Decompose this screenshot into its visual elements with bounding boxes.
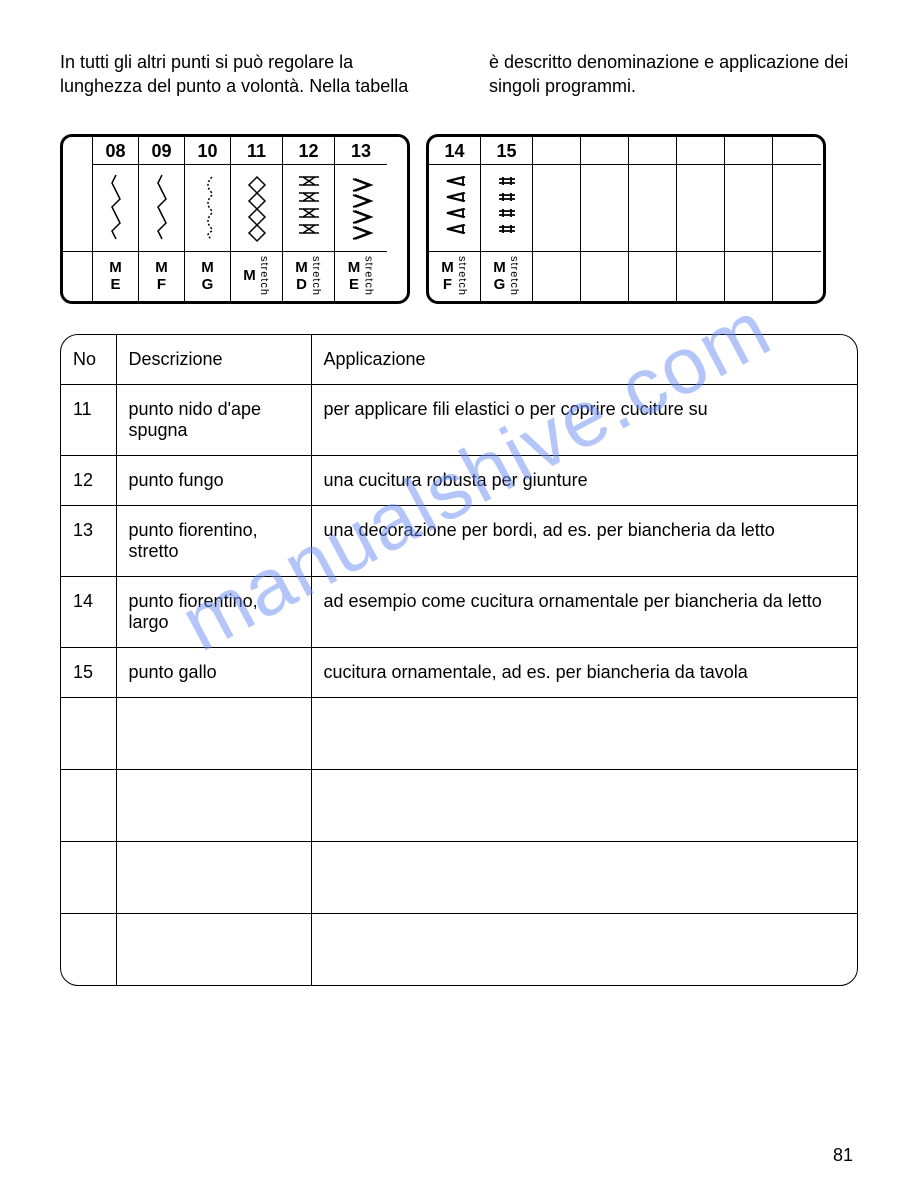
stitch-column: 12 MDstretch xyxy=(283,137,335,301)
stitch-icon xyxy=(139,165,184,251)
main-table: No Descrizione Applicazione 11punto nido… xyxy=(60,334,858,987)
stitch-icon xyxy=(335,165,387,251)
stitch-column: 09 MF xyxy=(139,137,185,301)
stitch-column: 15 MGstretch xyxy=(481,137,533,301)
stitch-number: 10 xyxy=(185,137,230,165)
cell-no: 12 xyxy=(61,455,116,505)
cell-app: una cucitura robusta per giunture xyxy=(311,455,857,505)
intro-right: è descritto denominazione e applicazione… xyxy=(489,50,858,99)
table-row-empty xyxy=(61,769,857,841)
stitch-settings: MDstretch xyxy=(283,251,334,301)
stitch-number: 13 xyxy=(335,137,387,165)
table-row: 15punto gallocucitura ornamentale, ad es… xyxy=(61,647,857,697)
stitch-icon xyxy=(185,165,230,251)
stitch-settings: MF xyxy=(139,251,184,301)
stitch-icon xyxy=(481,165,532,251)
stitch-icon xyxy=(283,165,334,251)
stitch-column xyxy=(725,137,773,301)
cell-desc: punto nido d'ape spugna xyxy=(116,384,311,455)
table-row: 14punto fiorentino, largoad esempio come… xyxy=(61,576,857,647)
stitch-settings: ME xyxy=(93,251,138,301)
cell-desc: punto fungo xyxy=(116,455,311,505)
stitch-column: 11 Mstretch xyxy=(231,137,283,301)
stitch-number: 15 xyxy=(481,137,532,165)
stitch-icon xyxy=(93,165,138,251)
stitch-settings: MG xyxy=(185,251,230,301)
cell-desc: punto fiorentino, largo xyxy=(116,576,311,647)
stitch-column: 14 MFstretch xyxy=(429,137,481,301)
table-row-empty xyxy=(61,841,857,913)
header-no: No xyxy=(61,335,116,385)
stitch-column xyxy=(773,137,821,301)
stitch-number: 12 xyxy=(283,137,334,165)
stitch-icon xyxy=(231,165,282,251)
cell-no: 15 xyxy=(61,647,116,697)
table-header-row: No Descrizione Applicazione xyxy=(61,335,857,385)
stitch-column xyxy=(581,137,629,301)
stitch-number: 14 xyxy=(429,137,480,165)
stitch-column: 08 ME xyxy=(93,137,139,301)
stitch-column xyxy=(63,137,93,301)
cell-app: per applicare fili elastici o per coprir… xyxy=(311,384,857,455)
stitch-settings: MGstretch xyxy=(481,251,532,301)
header-desc: Descrizione xyxy=(116,335,311,385)
table-row-empty xyxy=(61,697,857,769)
cell-desc: punto gallo xyxy=(116,647,311,697)
cell-no: 13 xyxy=(61,505,116,576)
stitch-panels: 08 ME 09 MF 10 MG 11 Mstretch 12 MDstretch 13 MEstr… xyxy=(60,134,858,304)
cell-no: 14 xyxy=(61,576,116,647)
table-row-empty xyxy=(61,913,857,985)
table-row: 11punto nido d'ape spugnaper applicare f… xyxy=(61,384,857,455)
cell-app: cucitura ornamentale, ad es. per bianche… xyxy=(311,647,857,697)
page-number: 81 xyxy=(833,1145,853,1166)
stitch-number: 11 xyxy=(231,137,282,165)
stitch-column xyxy=(629,137,677,301)
stitch-column: 13 MEstretch xyxy=(335,137,387,301)
stitch-number: 09 xyxy=(139,137,184,165)
cell-app: una decorazione per bordi, ad es. per bi… xyxy=(311,505,857,576)
table-row: 13punto fiorentino, strettouna decorazio… xyxy=(61,505,857,576)
stitch-number: 08 xyxy=(93,137,138,165)
stitch-icon xyxy=(429,165,480,251)
table-row: 12punto fungouna cucitura robusta per gi… xyxy=(61,455,857,505)
intro-text: In tutti gli altri punti si può regolare… xyxy=(60,50,858,99)
stitch-panel-2: 14 MFstretch 15 MGstretch xyxy=(426,134,826,304)
stitch-column: 10 MG xyxy=(185,137,231,301)
stitch-settings: MFstretch xyxy=(429,251,480,301)
cell-desc: punto fiorentino, stretto xyxy=(116,505,311,576)
header-app: Applicazione xyxy=(311,335,857,385)
cell-app: ad esempio come cucitura ornamentale per… xyxy=(311,576,857,647)
intro-left: In tutti gli altri punti si può regolare… xyxy=(60,50,429,99)
stitch-column xyxy=(533,137,581,301)
stitch-panel-1: 08 ME 09 MF 10 MG 11 Mstretch 12 MDstretch 13 MEstr… xyxy=(60,134,410,304)
stitch-settings: Mstretch xyxy=(231,251,282,301)
stitch-settings: MEstretch xyxy=(335,251,387,301)
stitch-column xyxy=(677,137,725,301)
cell-no: 11 xyxy=(61,384,116,455)
